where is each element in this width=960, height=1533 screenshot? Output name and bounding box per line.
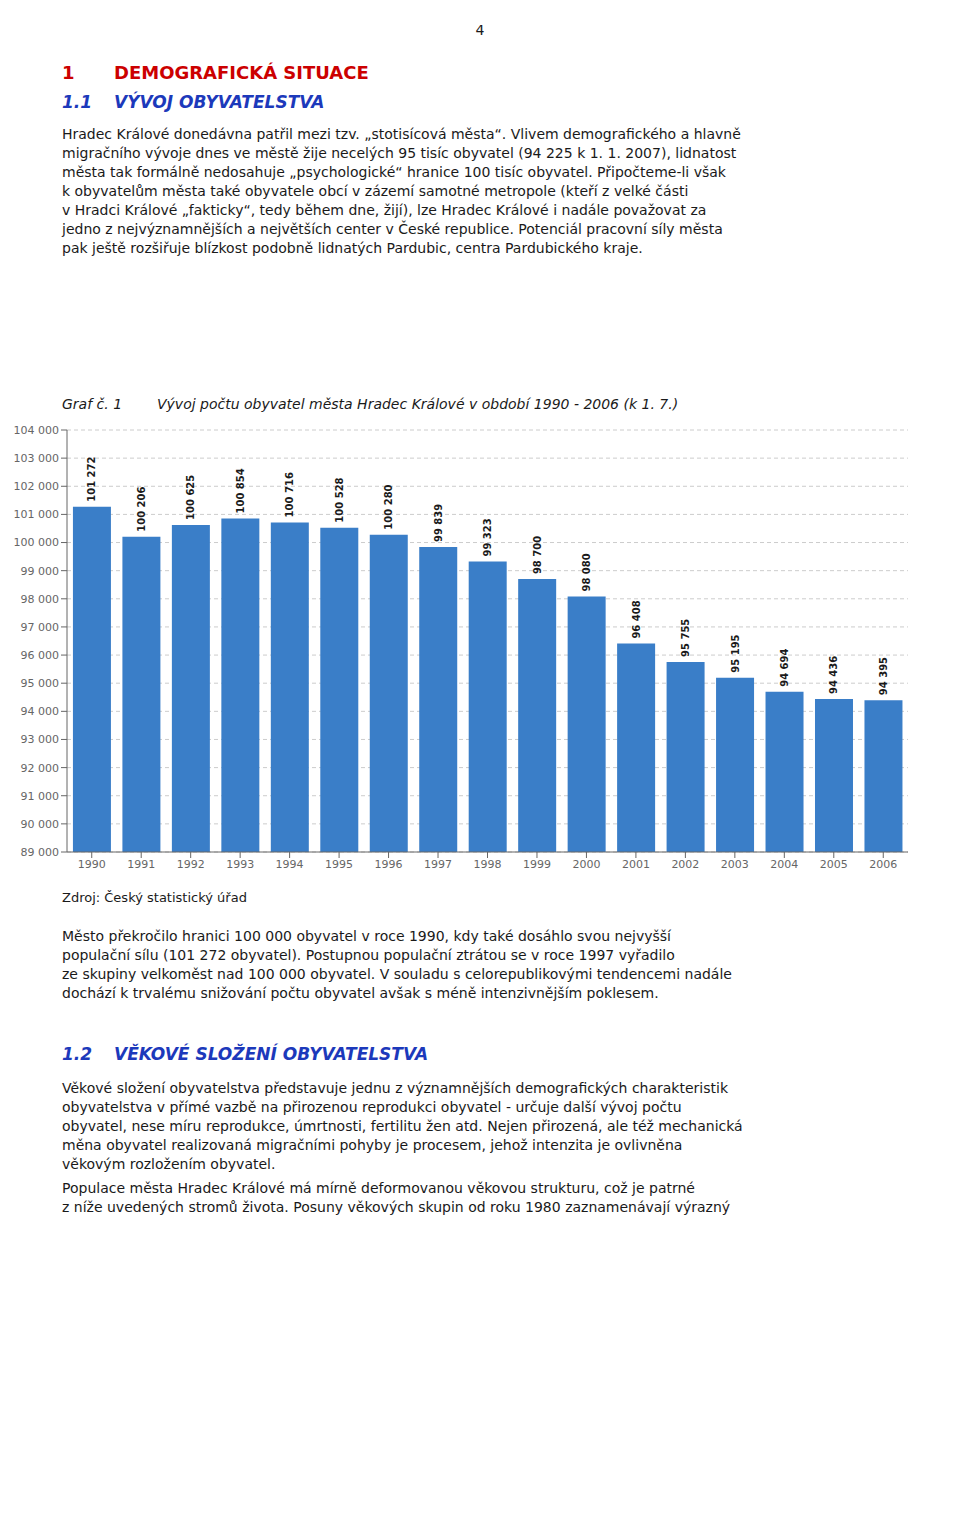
svg-text:92 000: 92 000: [21, 762, 60, 775]
svg-text:100 206: 100 206: [136, 486, 147, 531]
svg-text:94 436: 94 436: [828, 656, 839, 694]
html-text:dochází k trvalému snižování p: dochází k trvalému snižování počtu obyva…: [62, 985, 659, 1001]
svg-text:100 280: 100 280: [383, 484, 394, 529]
html-text:jedno z nejvýznamnějších a nej: jedno z nejvýznamnějších a největších ce…: [62, 221, 723, 237]
html-text:1: 1: [62, 62, 75, 83]
svg-text:101 272: 101 272: [86, 456, 97, 501]
html-text:Graf č. 1: Graf č. 1: [62, 396, 123, 412]
svg-text:95 195: 95 195: [730, 634, 741, 672]
html-text:1.2: 1.2: [62, 1044, 93, 1064]
svg-text:1996: 1996: [375, 858, 403, 871]
html-text:Zdroj: Český statistický úřad: Zdroj: Český statistický úřad: [62, 890, 247, 905]
svg-text:97 000: 97 000: [21, 621, 60, 634]
svg-text:104 000: 104 000: [14, 424, 60, 437]
svg-text:100 716: 100 716: [284, 472, 295, 517]
svg-text:96 000: 96 000: [21, 649, 60, 662]
html-text:populační sílu (101 272 obyvat: populační sílu (101 272 obyvatel). Postu…: [62, 947, 675, 963]
svg-text:93 000: 93 000: [21, 733, 60, 746]
svg-text:102 000: 102 000: [14, 480, 60, 493]
svg-text:91 000: 91 000: [21, 790, 60, 803]
svg-text:103 000: 103 000: [14, 452, 60, 465]
svg-text:1992: 1992: [177, 858, 205, 871]
svg-text:99 839: 99 839: [433, 504, 444, 542]
svg-text:99 323: 99 323: [482, 518, 493, 556]
svg-text:2004: 2004: [770, 858, 798, 871]
svg-text:1997: 1997: [424, 858, 452, 871]
svg-text:2003: 2003: [721, 858, 749, 871]
html-text:Vývoj počtu obyvatel města Hra: Vývoj počtu obyvatel města Hradec Králov…: [157, 396, 679, 412]
html-text:obyvatel, nese míru reprodukce: obyvatel, nese míru reprodukce, úmrtnost…: [62, 1118, 743, 1134]
svg-text:98 000: 98 000: [21, 593, 60, 606]
svg-text:2001: 2001: [622, 858, 650, 871]
html-text:DEMOGRAFICKÁ SITUACE: DEMOGRAFICKÁ SITUACE: [114, 62, 369, 83]
svg-text:99 000: 99 000: [21, 565, 60, 578]
svg-text:1998: 1998: [474, 858, 502, 871]
svg-text:1994: 1994: [276, 858, 304, 871]
svg-text:100 000: 100 000: [14, 536, 60, 549]
svg-text:101 000: 101 000: [14, 508, 60, 521]
svg-text:1990: 1990: [78, 858, 106, 871]
html-text:VĚKOVÉ SLOŽENÍ OBYVATELSTVA: VĚKOVÉ SLOŽENÍ OBYVATELSTVA: [114, 1044, 429, 1064]
html-text:k obyvatelům města také obyvat: k obyvatelům města také obyvatele obcí v…: [62, 183, 689, 199]
html-text:migračního vývoje dnes ve měst: migračního vývoje dnes ve městě žije nec…: [62, 145, 737, 161]
html-text:v Hradci Králové „fakticky“, t: v Hradci Králové „fakticky“, tedy během …: [62, 202, 707, 218]
html-text:ze skupiny velkoměst nad 100 0: ze skupiny velkoměst nad 100 000 obyvate…: [62, 966, 732, 982]
html-text:věkovým rozložením obyvatel.: věkovým rozložením obyvatel.: [62, 1156, 276, 1172]
svg-text:100 625: 100 625: [185, 475, 196, 520]
html-text:Hradec Králové donedávna patři: Hradec Králové donedávna patřil mezi tzv…: [62, 126, 741, 142]
svg-text:96 408: 96 408: [631, 600, 642, 638]
svg-text:1999: 1999: [523, 858, 551, 871]
html-text:z níže uvedených stromů života: z níže uvedených stromů života. Posuny v…: [62, 1199, 731, 1215]
svg-text:94 395: 94 395: [878, 657, 889, 695]
html-text:4: 4: [475, 22, 485, 38]
html-text:pak ještě rozšiřuje blízkost p: pak ještě rozšiřuje blízkost podobně lid…: [62, 240, 643, 256]
html-text:města tak formálně nedosahuje: města tak formálně nedosahuje „psycholog…: [62, 164, 726, 180]
svg-text:89 000: 89 000: [21, 846, 60, 859]
svg-text:2000: 2000: [572, 858, 600, 871]
svg-text:95 000: 95 000: [21, 677, 60, 690]
svg-text:95 755: 95 755: [680, 619, 691, 657]
html-text:VÝVOJ OBYVATELSTVA: VÝVOJ OBYVATELSTVA: [114, 92, 325, 112]
html-text:1.1: 1.1: [62, 92, 93, 112]
svg-text:98 080: 98 080: [581, 553, 592, 591]
html-text:Populace města Hradec Králové: Populace města Hradec Králové má mírně d…: [62, 1180, 695, 1196]
html-text:měna obyvatel realizovaná migr: měna obyvatel realizovaná migračními poh…: [62, 1137, 683, 1153]
html-text:Město překročilo hranici 100 0: Město překročilo hranici 100 000 obyvate…: [62, 928, 671, 944]
svg-text:2002: 2002: [671, 858, 699, 871]
html-text:Věkové složení obyvatelstva př: Věkové složení obyvatelstva představuje …: [62, 1080, 728, 1096]
svg-text:98 700: 98 700: [532, 536, 543, 574]
svg-text:2006: 2006: [869, 858, 897, 871]
html-text:obyvatelstva v přímé vazbě na: obyvatelstva v přímé vazbě na přirozenou…: [62, 1099, 682, 1115]
svg-text:2005: 2005: [820, 858, 848, 871]
svg-text:1991: 1991: [127, 858, 155, 871]
svg-text:94 000: 94 000: [21, 705, 60, 718]
svg-text:100 854: 100 854: [235, 468, 246, 513]
svg-text:1993: 1993: [226, 858, 254, 871]
svg-text:90 000: 90 000: [21, 818, 60, 831]
svg-text:100 528: 100 528: [334, 477, 345, 522]
svg-text:94 694: 94 694: [779, 648, 790, 686]
svg-text:1995: 1995: [325, 858, 353, 871]
